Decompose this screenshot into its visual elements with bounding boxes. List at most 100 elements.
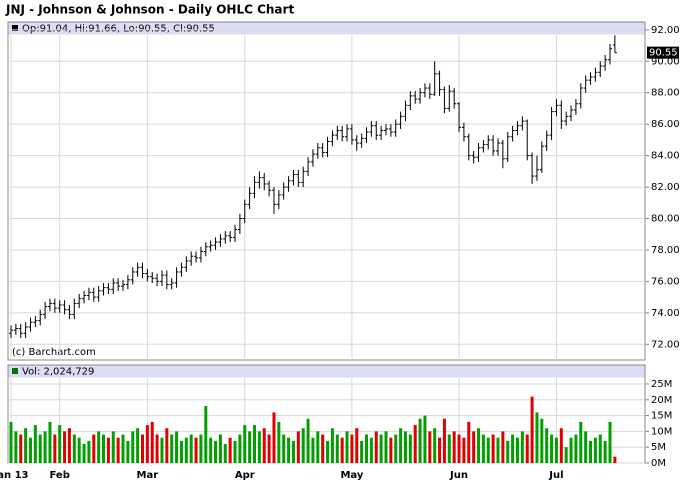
- y-tick-label: 72.00: [651, 339, 680, 350]
- x-tick-label: Jan 13: [0, 470, 29, 481]
- price-legend: Op:91.04, Hi:91.66, Lo:90.55, Cl:90.55: [22, 24, 215, 35]
- volume-bar: [14, 431, 18, 463]
- volume-bar: [160, 437, 164, 463]
- volume-bar: [467, 421, 471, 463]
- volume-bar: [379, 434, 383, 463]
- y-tick-label: 82.00: [651, 182, 680, 193]
- volume-bar: [145, 425, 149, 463]
- credit: (c) Barchart.com: [12, 347, 96, 358]
- volume-bar: [306, 418, 310, 463]
- volume-bar: [179, 440, 183, 463]
- volume-bar: [501, 431, 505, 463]
- volume-bar: [511, 434, 515, 463]
- x-tick-label: Feb: [50, 470, 70, 481]
- volume-bar: [330, 428, 334, 463]
- volume-bar: [282, 434, 286, 463]
- y-tick-label: 20M: [651, 395, 672, 406]
- volume-bar: [345, 431, 349, 463]
- volume-bar: [418, 418, 422, 463]
- volume-bar: [287, 437, 291, 463]
- volume-legend-marker: [12, 368, 18, 374]
- y-tick-label: 5M: [651, 442, 666, 453]
- legend-marker: [12, 25, 18, 31]
- volume-bar: [598, 434, 602, 463]
- price-header: [8, 22, 645, 35]
- volume-bar: [106, 437, 110, 463]
- volume-bar: [248, 431, 252, 463]
- volume-bar: [579, 421, 583, 463]
- volume-bar: [506, 440, 510, 463]
- volume-bar: [165, 428, 169, 463]
- volume-bar: [496, 437, 500, 463]
- volume-bar: [214, 440, 218, 463]
- volume-bar: [554, 437, 558, 463]
- x-tick-label: May: [340, 470, 363, 481]
- x-tick-label: Apr: [235, 470, 255, 481]
- volume-bar: [350, 434, 354, 463]
- volume-bar: [423, 415, 427, 463]
- volume-bar: [462, 437, 466, 463]
- x-tick-label: Mar: [137, 470, 159, 481]
- y-tick-label: 10M: [651, 426, 672, 437]
- volume-bar: [38, 434, 42, 463]
- volume-bar: [559, 428, 563, 463]
- volume-bar: [428, 431, 432, 463]
- volume-bar: [267, 434, 271, 463]
- volume-bar: [569, 437, 573, 463]
- volume-bar: [530, 396, 534, 463]
- volume-bar: [243, 425, 247, 463]
- volume-bar: [238, 434, 242, 463]
- volume-bar: [19, 434, 23, 463]
- volume-bar: [394, 434, 398, 463]
- y-tick-label: 90.00: [651, 56, 680, 67]
- y-tick-label: 76.00: [651, 276, 680, 287]
- volume-bar: [452, 431, 456, 463]
- volume-bar: [389, 437, 393, 463]
- last-price-box: [647, 46, 679, 59]
- volume-bar: [77, 437, 81, 463]
- y-tick-label: 88.00: [651, 88, 680, 99]
- volume-bar: [92, 434, 96, 463]
- volume-bar: [48, 421, 52, 463]
- volume-bar: [97, 431, 101, 463]
- volume-bar: [360, 440, 364, 463]
- volume-bar: [43, 431, 47, 463]
- volume-bar: [520, 431, 524, 463]
- volume-bar: [369, 437, 373, 463]
- volume-bar: [58, 425, 62, 463]
- volume-bar: [540, 418, 544, 463]
- volume-header: [8, 365, 645, 378]
- volume-bar: [574, 434, 578, 463]
- volume-bar: [136, 428, 140, 463]
- y-tick-label: 86.00: [651, 119, 680, 130]
- volume-bar: [131, 431, 135, 463]
- volume-bar: [316, 431, 320, 463]
- volume-bar: [491, 434, 495, 463]
- volume-bar: [199, 434, 203, 463]
- volume-bar: [321, 434, 325, 463]
- y-tick-label: 84.00: [651, 151, 680, 162]
- volume-bar: [564, 447, 568, 463]
- volume-bar: [301, 428, 305, 463]
- volume-bar: [442, 418, 446, 463]
- volume-bar: [204, 406, 208, 463]
- volume-bar: [67, 428, 71, 463]
- volume-bar: [228, 437, 232, 463]
- volume-bar: [408, 434, 412, 463]
- volume-bar: [438, 437, 442, 463]
- price-panel: [7, 21, 646, 361]
- volume-bar: [355, 428, 359, 463]
- volume-bar: [155, 434, 159, 463]
- volume-bar: [593, 437, 597, 463]
- volume-bar: [535, 412, 539, 463]
- volume-bar: [335, 434, 339, 463]
- volume-bar: [150, 421, 154, 463]
- volume-bar: [384, 431, 388, 463]
- volume-bar: [170, 434, 174, 463]
- y-tick-label: 25M: [651, 379, 672, 390]
- last-price-label: 90.55: [649, 48, 678, 59]
- volume-bar: [399, 428, 403, 463]
- volume-bar: [233, 440, 237, 463]
- volume-legend: Vol: 2,024,729: [22, 367, 94, 378]
- volume-bar: [608, 421, 612, 463]
